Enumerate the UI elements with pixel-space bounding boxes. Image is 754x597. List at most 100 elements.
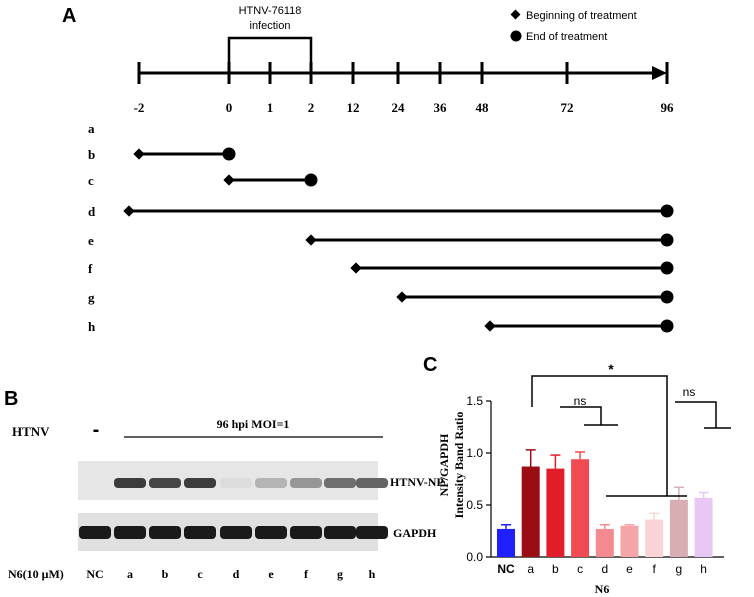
x-tick-label: g	[676, 562, 683, 576]
diamond-start-icon	[484, 320, 496, 332]
bar	[595, 528, 614, 557]
lane-label: c	[197, 567, 203, 581]
gapdh-bands	[79, 526, 388, 539]
timeline-arrow-icon	[652, 66, 667, 80]
np-band	[356, 478, 388, 488]
x-tick-label: a	[527, 562, 534, 576]
htnv-label: HTNV	[12, 424, 50, 439]
y-tick-label: 0.5	[466, 498, 483, 512]
timeline-label: -2	[134, 100, 145, 115]
gapdh-band	[220, 526, 252, 539]
bar	[620, 525, 639, 557]
treatment-row-label: g	[88, 290, 95, 305]
lane-label: b	[162, 567, 169, 581]
treatment-row-label: c	[88, 173, 94, 188]
np-band	[114, 478, 146, 488]
lane-labels: NC a b c d e f g h	[86, 567, 375, 581]
diamond-start-icon	[133, 148, 145, 160]
bar	[521, 466, 540, 557]
np-band	[255, 478, 287, 488]
bar	[645, 519, 664, 557]
sig-star: *	[608, 361, 614, 377]
bar	[546, 468, 565, 557]
np-band	[290, 478, 322, 488]
x-tick-label: c	[577, 562, 583, 576]
gapdh-band	[79, 526, 111, 539]
n6-label: N6	[595, 582, 610, 596]
timeline-ticks	[137, 62, 669, 84]
timeline-label: 0	[226, 100, 233, 115]
legend-end: End of treatment	[526, 31, 607, 43]
infection-bracket	[227, 36, 313, 63]
timeline-label: 1	[267, 100, 274, 115]
sig-bracket-main	[531, 375, 668, 402]
x-tick-label: b	[552, 562, 559, 576]
gapdh-band	[255, 526, 287, 539]
np-band-label: HTNV-NP	[390, 475, 444, 489]
circle-end-icon	[304, 173, 318, 187]
lane-label: a	[127, 567, 133, 581]
gapdh-band	[290, 526, 322, 539]
ns-label-2: ns	[683, 385, 696, 399]
circle-end-icon	[660, 233, 674, 247]
lane-label: e	[268, 567, 274, 581]
timeline-label: 12	[347, 100, 360, 115]
lane-label: f	[304, 567, 309, 581]
x-tick-label: h	[700, 562, 707, 576]
treatment-row-label: d	[88, 204, 96, 219]
np-band	[220, 478, 252, 488]
gapdh-band	[149, 526, 181, 539]
gapdh-band	[184, 526, 216, 539]
timeline-label: 96	[661, 100, 675, 115]
treatment-row-label: a	[88, 121, 95, 136]
diamond-start-icon	[305, 234, 317, 246]
bar	[669, 499, 688, 557]
circle-legend-icon	[510, 30, 522, 42]
gapdh-band	[356, 526, 388, 539]
x-labels: NC a b c d e f g h	[497, 562, 707, 576]
circle-end-icon	[660, 261, 674, 275]
bar	[497, 528, 515, 557]
timeline-label: 24	[392, 100, 406, 115]
timeline-label: 72	[561, 100, 574, 115]
ns-label-1: ns	[574, 394, 587, 408]
treatment-row-label: f	[88, 261, 93, 276]
infection-label-2: infection	[250, 20, 291, 32]
legend-begin: Beginning of treatment	[526, 10, 637, 22]
np-band	[184, 478, 216, 488]
x-tick-label: e	[626, 562, 633, 576]
lane-label: h	[369, 567, 376, 581]
np-band	[149, 478, 181, 488]
diamond-legend-icon	[510, 9, 521, 20]
diamond-start-icon	[123, 205, 135, 217]
y-tick-label: 1.0	[466, 446, 483, 460]
lane-label: g	[337, 567, 343, 581]
y-axis-label-2: Intensity Band Ratio	[452, 412, 466, 519]
panel-b-label: B	[4, 388, 18, 410]
sig-bracket-ns1	[531, 402, 618, 426]
gapdh-band-label: GAPDH	[393, 526, 437, 540]
circle-end-icon	[660, 290, 674, 304]
panel-a-label: A	[62, 5, 76, 27]
y-tick-label: 0.0	[466, 550, 483, 564]
x-tick-label: d	[601, 562, 608, 576]
diamond-start-icon	[223, 174, 235, 186]
bar	[694, 497, 713, 557]
panel-c-label: C	[423, 354, 437, 376]
treatment-row-label: e	[88, 233, 94, 248]
np-bands	[114, 478, 388, 488]
bar	[571, 459, 590, 557]
diamond-start-icon	[350, 262, 362, 274]
treatment-row-label: h	[88, 319, 96, 334]
gapdh-band	[114, 526, 146, 539]
timeline-labels: -2 0 1 2 12 24 36 48 72 96	[134, 100, 674, 115]
sig-bracket-ns2	[606, 401, 731, 497]
circle-end-icon	[660, 204, 674, 218]
diamond-start-icon	[396, 291, 408, 303]
y-axis-label-1: NP/GAPDH	[437, 433, 451, 496]
circle-end-icon	[222, 147, 236, 161]
lane-label: d	[233, 567, 240, 581]
timeline-label: 2	[308, 100, 315, 115]
treatment-row-label: b	[88, 147, 95, 162]
timeline-label: 48	[476, 100, 490, 115]
